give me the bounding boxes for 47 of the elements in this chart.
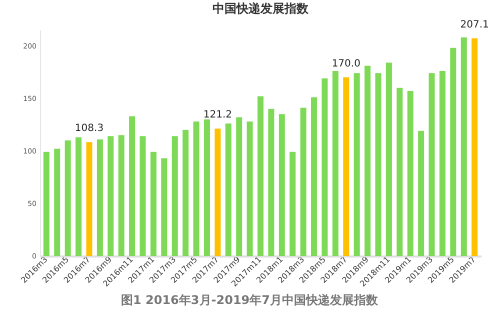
bar: [258, 96, 264, 256]
bar: [43, 152, 50, 256]
bar: [418, 130, 424, 256]
bar: [290, 152, 296, 256]
bar: [311, 97, 318, 256]
bar: [193, 121, 200, 256]
bar: [214, 128, 221, 256]
bar: [64, 140, 71, 256]
bar: [118, 135, 124, 256]
bar: [364, 66, 371, 256]
bar: [129, 116, 136, 256]
bar: [268, 108, 274, 256]
data-label: 170.0: [332, 58, 360, 70]
bar: [150, 152, 156, 256]
bar: [375, 73, 382, 256]
bar: [54, 148, 60, 256]
bar: [332, 70, 338, 256]
bar: [278, 114, 285, 256]
bar: [236, 117, 242, 256]
bar: [396, 88, 403, 256]
bar: [204, 119, 210, 256]
bar: [76, 137, 82, 256]
data-label: 207.1: [460, 19, 489, 30]
bar: [172, 136, 178, 256]
bar: [322, 78, 328, 256]
bar: [407, 90, 414, 256]
bar: [300, 108, 306, 256]
chart-title: 中国快递发展指数: [212, 1, 310, 16]
bar: [354, 73, 360, 256]
bar: [343, 77, 350, 256]
bar: [161, 158, 168, 256]
bar: [96, 139, 103, 256]
bar: [460, 37, 467, 256]
bar: [472, 38, 478, 256]
bar: [225, 124, 232, 256]
bar: [386, 62, 392, 256]
bar: [428, 73, 435, 256]
bar: [86, 142, 92, 256]
data-label: 121.2: [203, 110, 232, 121]
bar: [108, 136, 114, 256]
bar: [246, 121, 253, 256]
data-label: 108.3: [74, 123, 104, 134]
caption: 图1 2016年3月-2019年7月中国快递发展指数: [120, 292, 379, 308]
bar: [140, 136, 146, 256]
bar: [439, 70, 446, 256]
bar: [450, 48, 456, 256]
bar: [182, 130, 189, 256]
